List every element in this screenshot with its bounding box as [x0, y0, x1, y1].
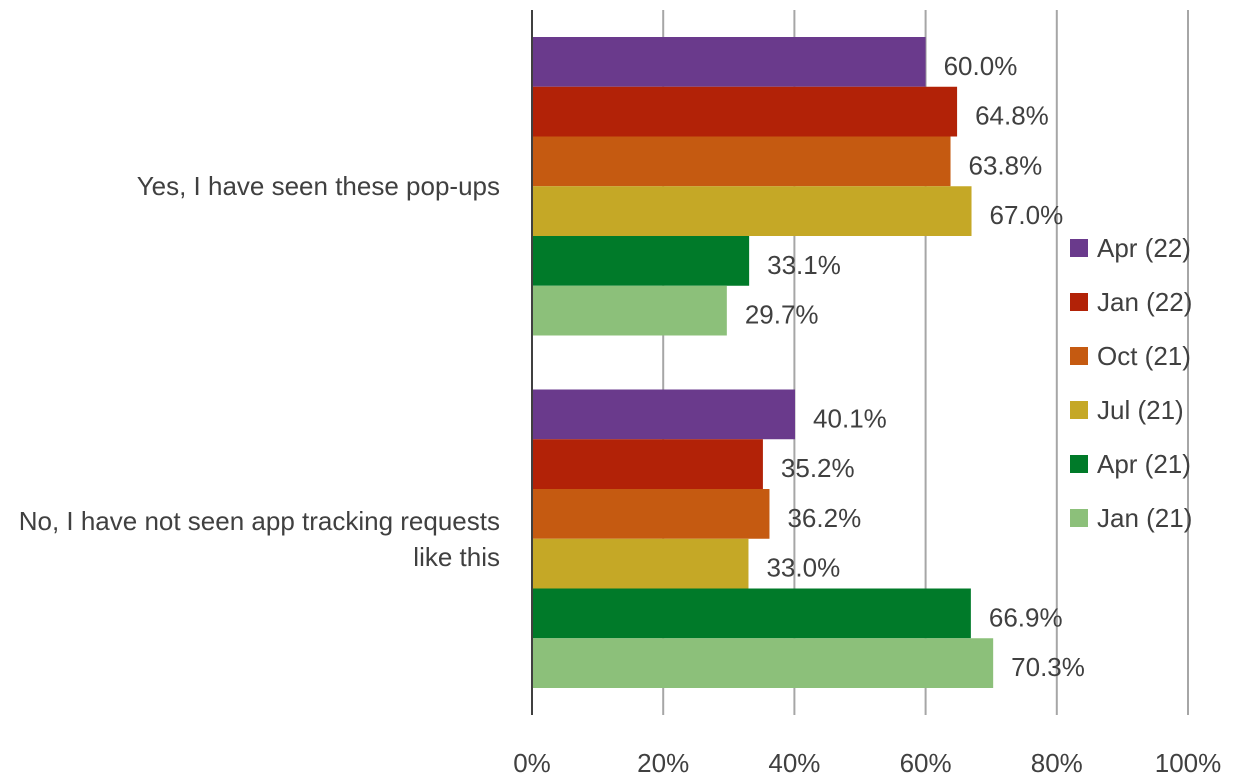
data-label: 64.8% [975, 101, 1049, 131]
category-label: No, I have not seen app tracking request… [18, 505, 500, 572]
legend-swatch [1070, 347, 1088, 365]
data-label: 33.1% [767, 250, 841, 280]
bar [532, 538, 749, 589]
x-tick-label: 100% [1155, 748, 1222, 774]
legend-label: Jan (21) [1097, 503, 1192, 533]
legend-label: Apr (22) [1097, 233, 1191, 263]
data-label: 33.0% [766, 553, 840, 583]
legend-label: Apr (21) [1097, 449, 1191, 479]
x-tick-label: 20% [637, 748, 689, 774]
data-label: 60.0% [944, 51, 1018, 81]
data-label: 67.0% [990, 200, 1064, 230]
legend-label: Oct (21) [1097, 341, 1191, 371]
bar [532, 285, 727, 336]
data-label: 66.9% [989, 602, 1063, 632]
bar [532, 186, 972, 236]
bar [532, 389, 796, 440]
legend-swatch [1070, 455, 1088, 473]
data-label: 63.8% [969, 150, 1043, 180]
bar [532, 588, 971, 639]
bar [532, 489, 770, 539]
bar [532, 37, 926, 87]
bar [532, 638, 994, 688]
data-label: 29.7% [745, 300, 819, 330]
legend-swatch [1070, 509, 1088, 527]
category-label: Yes, I have seen these pop-ups [136, 171, 500, 202]
data-label: 36.2% [787, 503, 861, 533]
x-tick-label: 40% [768, 748, 820, 774]
legend-swatch [1070, 401, 1088, 419]
x-tick-label: 80% [1031, 748, 1083, 774]
bar [532, 136, 951, 187]
bar [532, 236, 750, 286]
x-tick-label: 60% [900, 748, 952, 774]
bar [532, 86, 958, 137]
bar [532, 439, 763, 489]
legend-swatch [1070, 239, 1088, 257]
legend-label: Jan (22) [1097, 287, 1192, 317]
legend-swatch [1070, 293, 1088, 311]
legend-label: Jul (21) [1097, 395, 1184, 425]
data-label: 40.1% [813, 403, 887, 433]
x-tick-label: 0% [513, 748, 551, 774]
data-label: 35.2% [781, 453, 855, 483]
data-label: 70.3% [1011, 652, 1085, 682]
